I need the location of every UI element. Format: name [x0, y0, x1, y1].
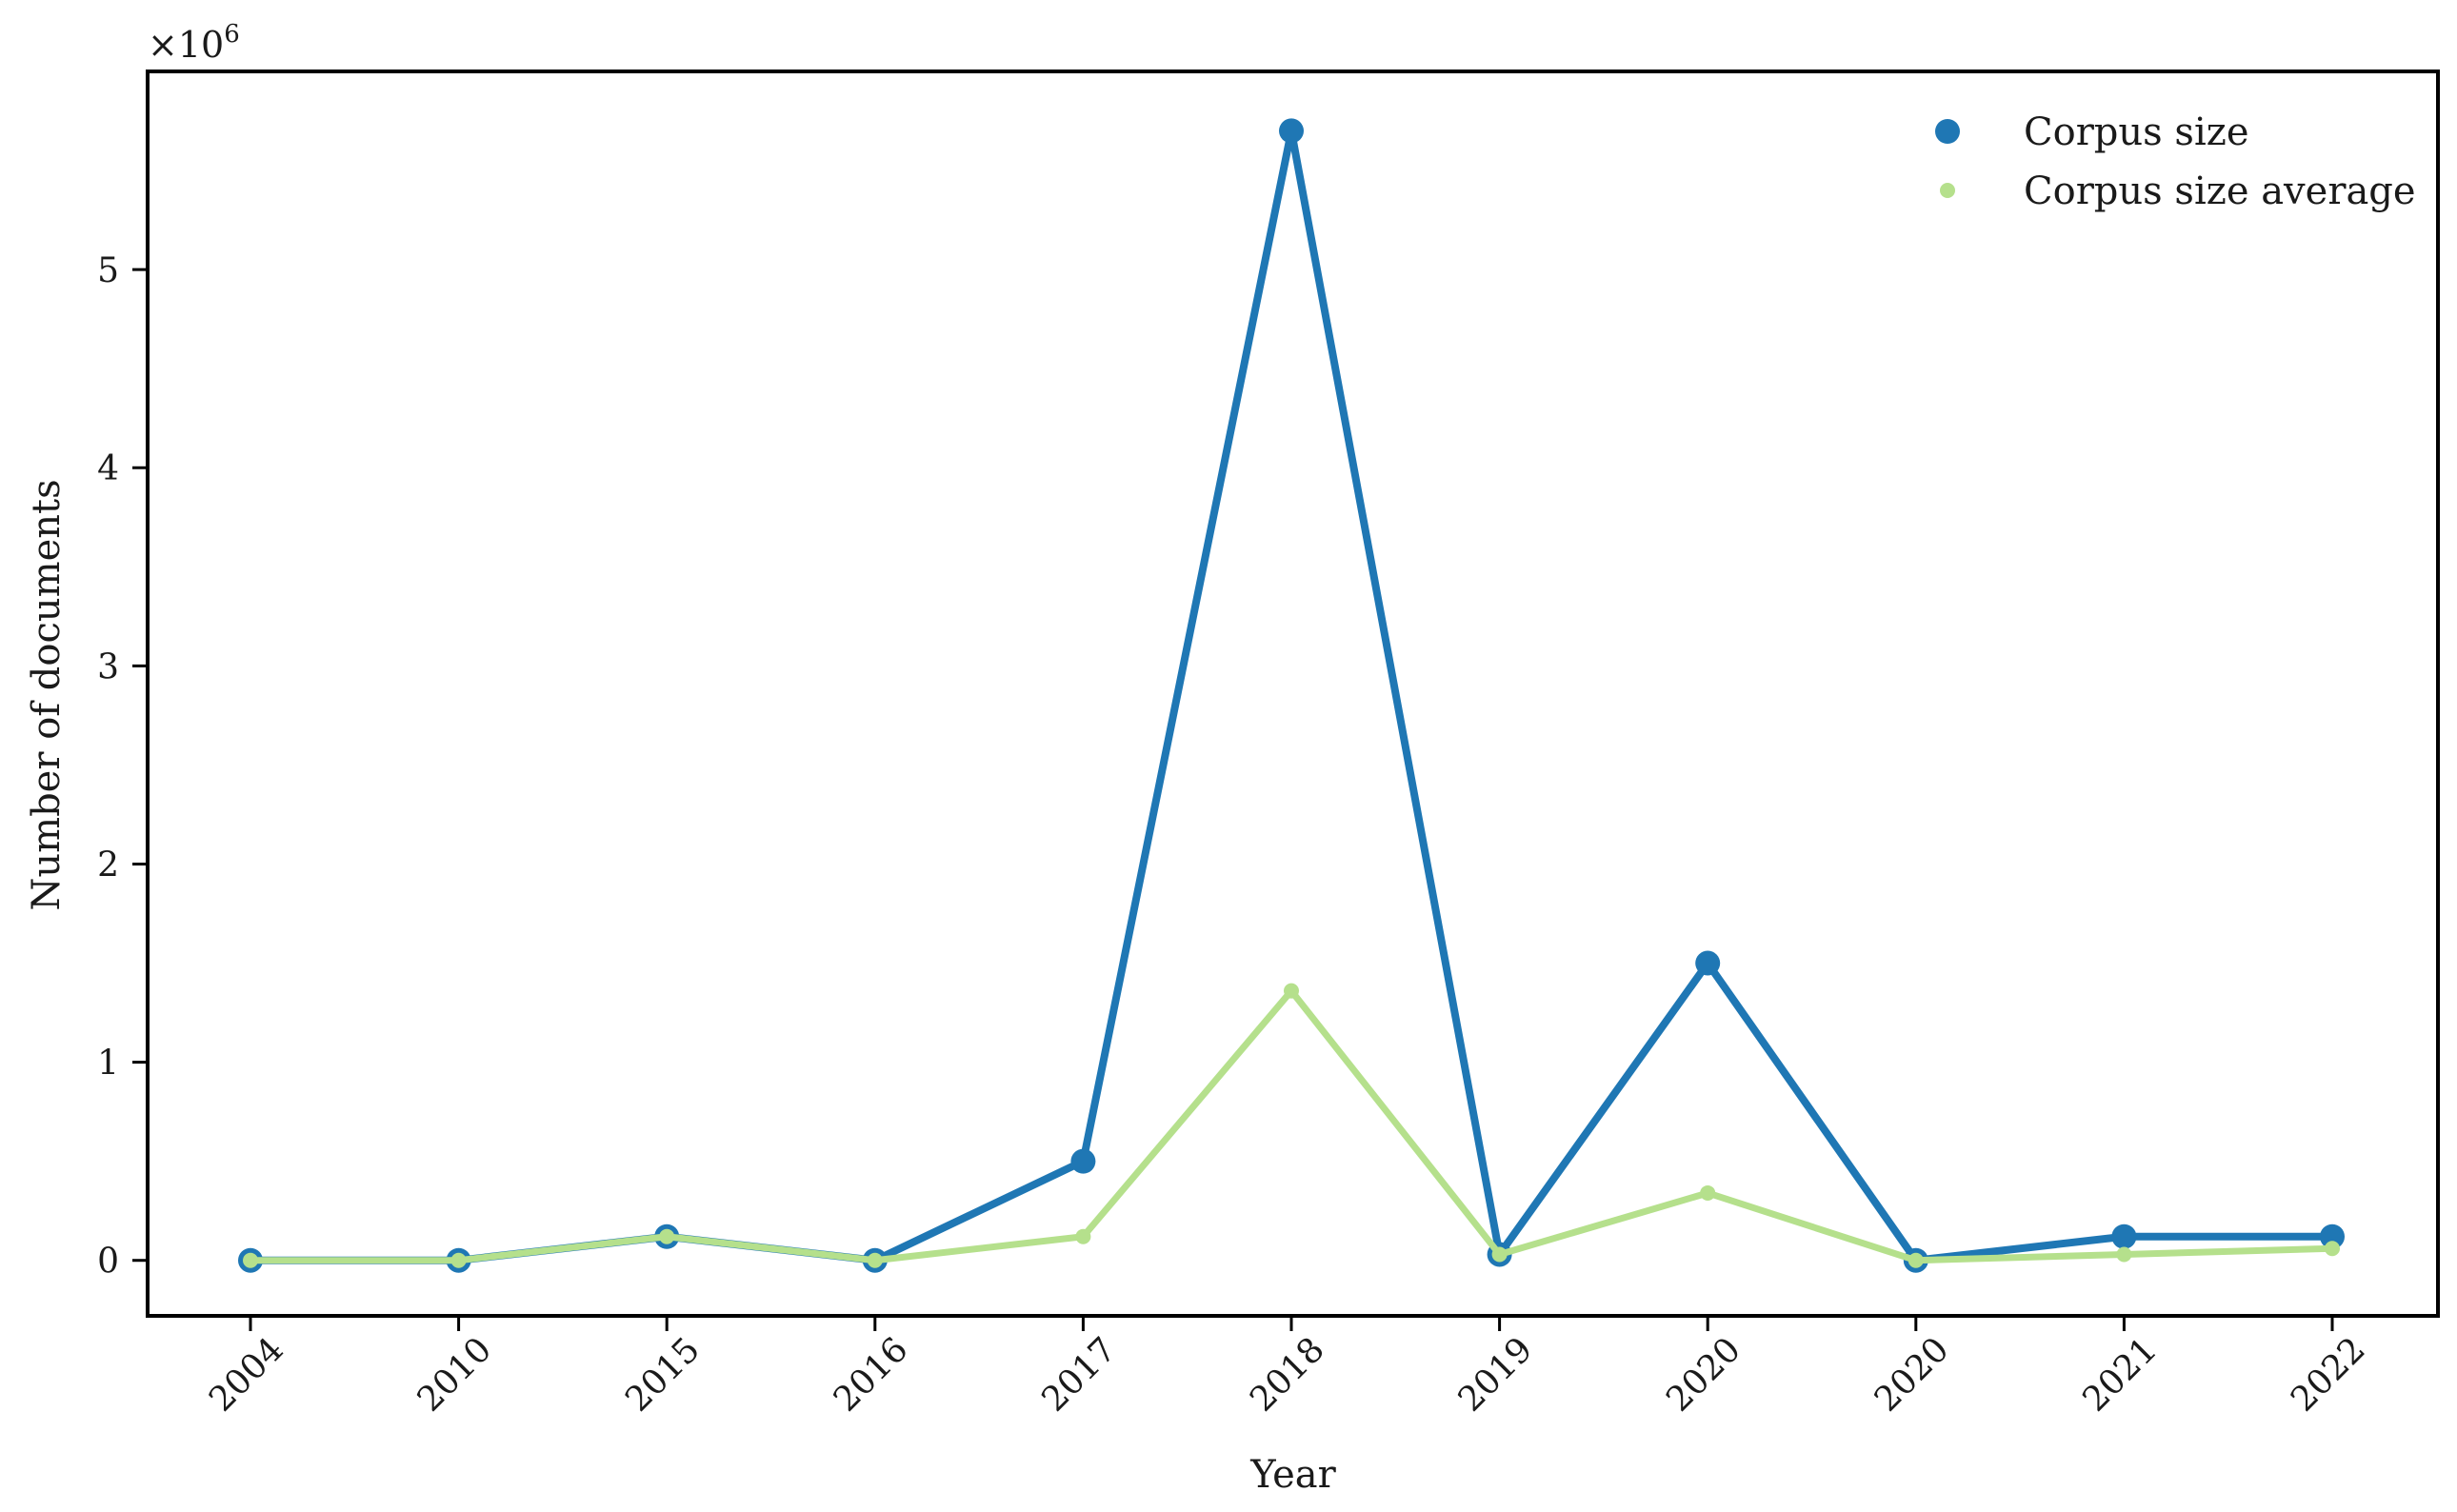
x-tick-label: 2019 — [1451, 1330, 1541, 1420]
x-tick-label: 2004 — [202, 1330, 291, 1420]
data-point — [2111, 1224, 2137, 1249]
data-point — [659, 1228, 675, 1244]
data-point — [1908, 1252, 1924, 1268]
y-tick-label: 5 — [97, 251, 119, 290]
y-axis: 0 1 2 3 4 5 — [97, 251, 148, 1282]
y-multiplier-label: ×106 — [148, 20, 240, 66]
y-tick-label: 0 — [97, 1243, 119, 1282]
y-tick-label: 1 — [97, 1044, 119, 1084]
data-point — [1279, 118, 1304, 144]
series-corpus-size-average — [243, 983, 2340, 1268]
data-point — [867, 1252, 883, 1268]
series-layer — [238, 118, 2345, 1273]
x-tick-label: 2010 — [410, 1330, 500, 1420]
data-point — [1075, 1228, 1091, 1244]
axes-frame — [146, 70, 2440, 1318]
x-tick-label: 2017 — [1034, 1330, 1124, 1420]
legend-label: Corpus size — [2024, 110, 2248, 154]
data-point — [1700, 1184, 1716, 1201]
y-tick-label: 3 — [97, 647, 119, 686]
plot-area — [148, 71, 2438, 1316]
y-multiplier-exponent: 6 — [224, 20, 240, 49]
legend-label: Corpus size average — [2024, 169, 2416, 213]
data-point — [243, 1252, 258, 1268]
data-point — [2325, 1241, 2340, 1257]
plot-background — [148, 71, 2438, 1316]
data-point — [1070, 1148, 1096, 1174]
data-point — [2320, 1224, 2345, 1249]
x-tick-label: 2022 — [2284, 1330, 2373, 1420]
y-tick-label: 2 — [97, 846, 119, 885]
data-point — [2116, 1246, 2132, 1263]
x-tick-label: 2020 — [1659, 1330, 1748, 1420]
y-tick-label: 4 — [97, 449, 119, 488]
data-point — [450, 1252, 467, 1268]
x-axis: 2004 2010 2015 2016 2017 2018 2019 2020 2020 2021… — [202, 1316, 2373, 1420]
x-tick-label: 2018 — [1243, 1330, 1332, 1420]
legend-marker — [1935, 119, 1960, 144]
x-axis-label: Year — [1249, 1453, 1336, 1497]
legend: Corpus size Corpus size average — [1935, 110, 2416, 213]
data-point — [1695, 950, 1721, 976]
x-tick-label: 2016 — [827, 1330, 916, 1420]
legend-marker — [1940, 183, 1955, 198]
y-multiplier-base: ×10 — [148, 24, 224, 66]
y-axis-label: Number of documents — [25, 479, 69, 910]
x-tick-label: 2020 — [1868, 1330, 1957, 1420]
data-point — [1491, 1246, 1508, 1263]
x-tick-label: 2015 — [618, 1330, 708, 1420]
x-tick-label: 2021 — [2075, 1330, 2165, 1420]
plot-frame — [146, 70, 2440, 1318]
data-point — [1284, 983, 1299, 999]
